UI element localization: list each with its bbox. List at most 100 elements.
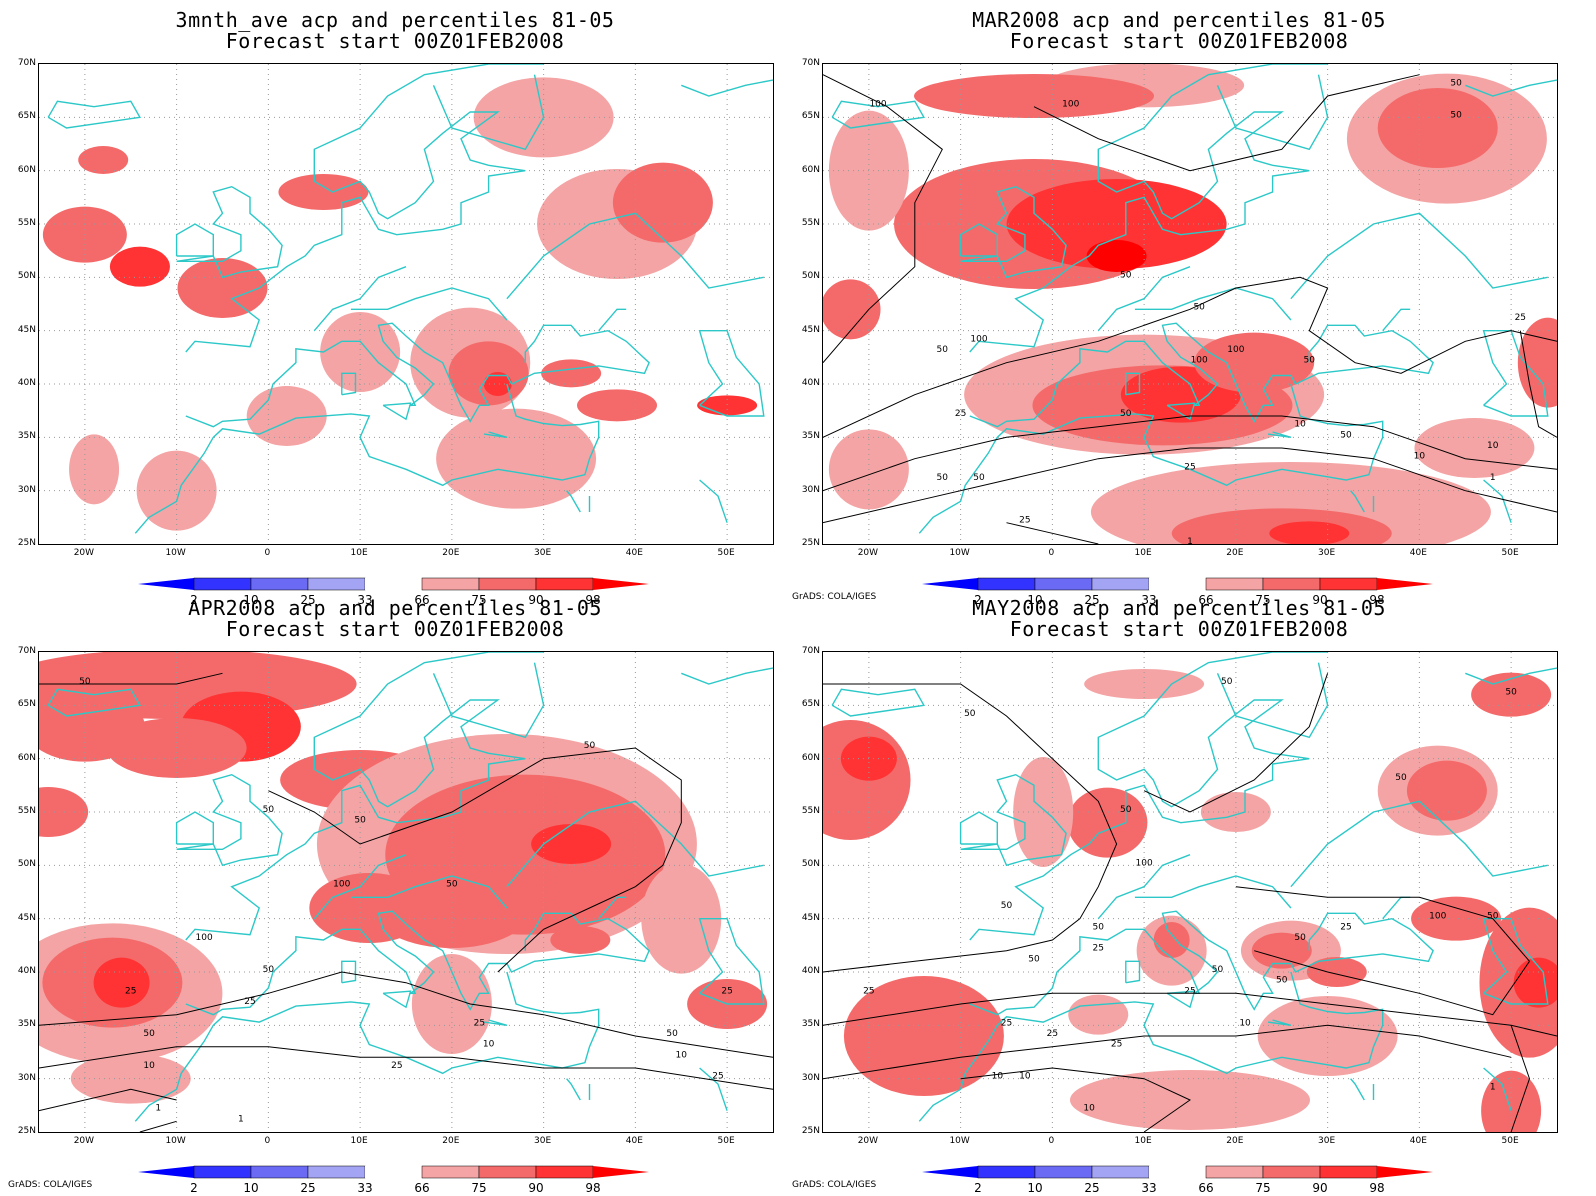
latitude-label: 40N (17, 378, 36, 388)
longitude-label: 10E (350, 1136, 368, 1146)
coastline (960, 185, 1067, 279)
contour-line (1235, 886, 1531, 1016)
longitude-label: 10W (949, 548, 970, 558)
longitude-label: 10W (949, 1136, 970, 1146)
coastline (1216, 74, 1329, 151)
contour-line (39, 1088, 177, 1112)
colorbar-label: 33 (357, 593, 373, 607)
contour-line (39, 672, 223, 685)
contour-label: 50 (973, 473, 985, 483)
dry-anomaly-area (1006, 179, 1227, 269)
contour-label: 10 (992, 1072, 1004, 1082)
longitude-label: 30E (1318, 1136, 1336, 1146)
wet-anomaly-area (70, 1053, 191, 1104)
longitude-label: 20W (73, 1136, 95, 1146)
longitude-label: 40E (1409, 1136, 1427, 1146)
contour-label: 50 (446, 880, 458, 890)
colorbar-label: 90 (1312, 593, 1328, 607)
colorbar-svg (922, 577, 1433, 591)
contour-label: 100 (333, 880, 350, 890)
contour-label: 10 (1487, 441, 1499, 451)
wet-anomaly-area (641, 863, 722, 974)
coastline (681, 667, 773, 685)
contour-label: 100 (869, 100, 886, 110)
longitude-label: 10W (165, 1136, 186, 1146)
coastline (185, 910, 650, 1016)
contour-label: 50 (1001, 901, 1013, 911)
longitude-label: 10E (1134, 548, 1152, 558)
map-svg: 50 50 50 50 50 50 100 50 100 50 50 25 25 50 25 25 25 10 50… (823, 652, 1557, 1132)
coastline (1482, 918, 1549, 1005)
contour-label: 25 (1184, 986, 1195, 996)
colorbar-label: 98 (1369, 1181, 1385, 1195)
contour-label: 100 (1191, 356, 1208, 366)
coastline (432, 662, 545, 739)
panel-title: APR2008 acp and percentiles 81-05 (188, 596, 602, 620)
contour-label: 1 (1187, 537, 1193, 544)
contour-line (39, 1046, 773, 1090)
longitude-label: 0 (264, 1136, 271, 1146)
contour-label: 50 (1093, 922, 1105, 932)
coastline (598, 896, 627, 920)
longitude-label: 50E (717, 548, 735, 558)
contour-line (39, 971, 773, 1058)
wet-anomaly-area (1414, 418, 1535, 478)
latitude-label: 65N (17, 699, 36, 710)
graticule (823, 652, 1557, 1132)
colorbar-segment (535, 1165, 594, 1179)
contour-label: 1 (1490, 1082, 1496, 1092)
contour-label: 25 (1184, 462, 1195, 472)
colorbar-label: 10 (243, 593, 259, 607)
coastline (1134, 875, 1292, 909)
latitude-label: 55N (801, 806, 820, 816)
latitude-label: 70N (17, 58, 36, 68)
contour-line (1006, 522, 1099, 544)
latitude-label: 25N (17, 538, 36, 548)
coastline (831, 688, 926, 717)
panel-subtitle: Forecast start 00Z01FEB2008 (1009, 617, 1349, 641)
longitude-label: 50E (1501, 1136, 1519, 1146)
latitude-label: 65N (801, 699, 820, 710)
colorbar-label: 10 (1027, 1181, 1043, 1195)
longitude-label: 20E (442, 1136, 460, 1146)
wet-anomaly-area (136, 450, 217, 531)
latitude-label: 50N (17, 271, 36, 282)
contour-label: 25 (1019, 516, 1030, 526)
contour-line (823, 74, 943, 364)
coastline (1125, 960, 1141, 984)
panel-title: 3mnth_ave acp and percentiles 81-05 (175, 8, 615, 32)
latitude-label: 45N (801, 912, 820, 923)
colorbar-label: 66 (1198, 593, 1214, 607)
coastline (1483, 479, 1512, 523)
colorbar-segment (478, 1165, 537, 1179)
contour-label: 50 (354, 816, 366, 826)
coastline-layer (831, 652, 1557, 1122)
dry-anomaly-area (1306, 957, 1367, 987)
colorbar-arrow-right (1377, 578, 1433, 590)
coastline (1483, 1067, 1512, 1111)
contour-label: 10 (1019, 1072, 1031, 1082)
colorbar-label: 25 (1084, 1181, 1100, 1195)
colorbar-segment (1319, 1165, 1378, 1179)
latitude-label: 50N (17, 859, 36, 870)
dry-anomaly-area (78, 146, 129, 174)
contour-label: 25 (391, 1061, 402, 1071)
contour-label: 25 (1111, 1040, 1122, 1050)
coastline (969, 322, 1434, 428)
colorbar-label: 10 (1027, 593, 1043, 607)
colorbar-arrow-left (138, 578, 194, 590)
coastline (134, 383, 600, 534)
coastline (566, 490, 581, 513)
contour-label: 50 (79, 677, 91, 687)
contour-label: 25 (1515, 313, 1526, 323)
latitude-label: 30N (801, 484, 820, 495)
contour-label: 25 (474, 1018, 485, 1028)
coastline (969, 652, 1328, 941)
latitude-label: 40N (801, 966, 820, 976)
contour-label: 100 (1227, 345, 1244, 355)
colorbar (138, 1164, 658, 1184)
contour-line (823, 447, 1557, 524)
wet-anomaly-area (531, 824, 612, 864)
colorbar-label: 90 (1312, 1181, 1328, 1195)
longitude-label: 20W (857, 1136, 879, 1146)
